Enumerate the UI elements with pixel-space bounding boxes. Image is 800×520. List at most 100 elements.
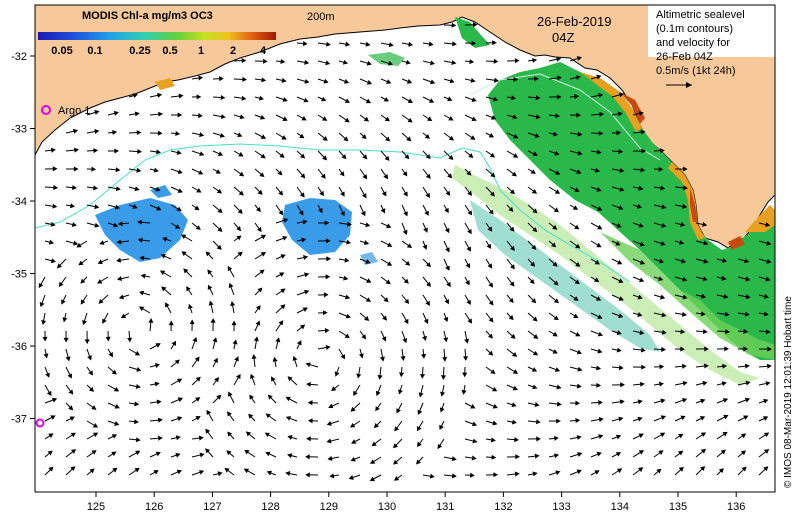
lon-tick-label: 134 — [611, 501, 629, 513]
velocity-arrow-head — [493, 472, 499, 478]
velocity-arrow-head — [576, 112, 582, 118]
velocity-arrow-head — [703, 363, 709, 369]
velocity-arrow-head — [183, 268, 189, 274]
velocity-arrow-head — [236, 225, 242, 232]
velocity-arrow-head — [371, 441, 377, 447]
velocity-arrow-head — [577, 452, 583, 457]
velocity-arrow-head — [425, 173, 431, 180]
velocity-arrow-head — [279, 272, 285, 277]
velocity-arrow-head — [58, 281, 64, 288]
velocity-arrow-head — [282, 97, 288, 102]
velocity-arrow-head — [186, 286, 191, 292]
velocity-arrow-head — [529, 278, 535, 285]
argo-float-2[interactable] — [35, 418, 45, 428]
velocity-arrow-head — [93, 148, 99, 154]
velocity-arrow-head — [510, 333, 516, 339]
velocity-arrow-head — [301, 116, 307, 121]
velocity-arrow-head — [236, 373, 241, 380]
lat-tick-label: -36 — [11, 341, 27, 353]
velocity-arrow-head — [702, 380, 708, 386]
velocity-arrow-head — [370, 459, 376, 464]
velocity-arrow-head — [638, 433, 644, 439]
velocity-arrow-head — [451, 22, 457, 28]
velocity-arrow-head — [396, 408, 401, 414]
velocity-arrow-head — [260, 153, 266, 159]
velocity-arrow-head — [703, 240, 709, 246]
velocity-arrow-head — [366, 79, 373, 85]
velocity-arrow-head — [700, 466, 706, 472]
velocity-arrow-head — [447, 173, 453, 179]
velocity-arrow-head — [658, 276, 664, 282]
velocity-arrow-head — [767, 346, 772, 352]
velocity-arrow-head — [364, 315, 370, 321]
velocity-arrow-head — [307, 400, 313, 406]
velocity-arrow-head — [134, 111, 140, 117]
velocity-arrow-head — [575, 418, 581, 423]
velocity-arrow-head — [344, 98, 351, 103]
velocity-arrow-head — [508, 315, 514, 321]
velocity-arrow-head — [763, 398, 769, 404]
velocity-arrow-head — [763, 311, 769, 317]
velocity-arrow-head — [156, 205, 162, 211]
velocity-arrow-head — [492, 40, 497, 46]
velocity-arrow-head — [400, 355, 406, 361]
velocity-arrow-head — [350, 456, 356, 462]
velocity-arrow-head — [386, 223, 392, 229]
argo-float-1[interactable] — [41, 105, 51, 115]
velocity-arrow-head — [278, 320, 284, 326]
velocity-arrow-head — [488, 132, 495, 138]
velocity-arrow-head — [177, 397, 183, 403]
velocity-arrow-head — [343, 136, 349, 142]
velocity-arrow-head — [115, 167, 121, 173]
velocity-arrow-head — [198, 435, 204, 441]
velocity-arrow-head — [51, 147, 56, 153]
velocity-arrow-head — [552, 349, 558, 354]
velocity-arrow-head — [576, 383, 582, 389]
velocity-arrow-head — [93, 185, 98, 191]
velocity-arrow-head — [206, 409, 212, 416]
velocity-arrow-head — [552, 261, 558, 267]
velocity-arrow-head — [62, 317, 68, 323]
velocity-arrow-head — [217, 226, 223, 233]
velocity-arrow-head — [439, 407, 445, 413]
velocity-arrow-head — [703, 258, 709, 264]
velocity-arrow-head — [428, 41, 434, 47]
velocity-arrow-head — [763, 293, 770, 299]
velocity-arrow-head — [425, 300, 430, 306]
velocity-arrow-head — [745, 380, 751, 386]
velocity-arrow-head — [683, 185, 688, 191]
velocity-arrow-head — [743, 346, 749, 352]
velocity-arrow-head — [508, 297, 514, 304]
velocity-arrow-head — [445, 265, 450, 271]
velocity-arrow-head — [744, 363, 750, 369]
chlorophyll-coastal-band — [368, 17, 775, 385]
argo-label: Argo 1 — [58, 105, 90, 117]
velocity-arrow-head — [199, 469, 205, 475]
velocity-arrow-head — [176, 378, 183, 384]
velocity-arrow-head — [597, 314, 603, 319]
velocity-arrow-head — [598, 434, 604, 440]
velocity-arrow-head — [71, 449, 77, 454]
velocity-arrow-head — [137, 219, 142, 225]
velocity-arrow-head — [307, 418, 313, 424]
velocity-arrow-head — [618, 296, 624, 301]
velocity-arrow-head — [598, 399, 603, 406]
velocity-arrow-head — [763, 432, 770, 438]
velocity-arrow-head — [408, 41, 414, 47]
velocity-arrow-head — [429, 60, 436, 66]
velocity-arrow-head — [618, 92, 625, 98]
velocity-arrow-head — [471, 116, 477, 122]
velocity-arrow-head — [108, 352, 113, 358]
velocity-arrow-head — [424, 210, 429, 216]
velocity-arrow-head — [532, 471, 538, 477]
velocity-arrow-head — [283, 218, 289, 223]
velocity-arrow-head — [213, 357, 218, 364]
velocity-arrow-head — [237, 132, 243, 138]
velocity-arrow-head — [618, 416, 624, 422]
velocity-arrow-head — [554, 435, 559, 441]
velocity-arrow-head — [74, 147, 79, 153]
velocity-arrow-head — [69, 416, 75, 421]
velocity-arrow-head — [594, 277, 600, 282]
velocity-arrow-head — [640, 167, 646, 173]
velocity-arrow-head — [353, 390, 358, 396]
